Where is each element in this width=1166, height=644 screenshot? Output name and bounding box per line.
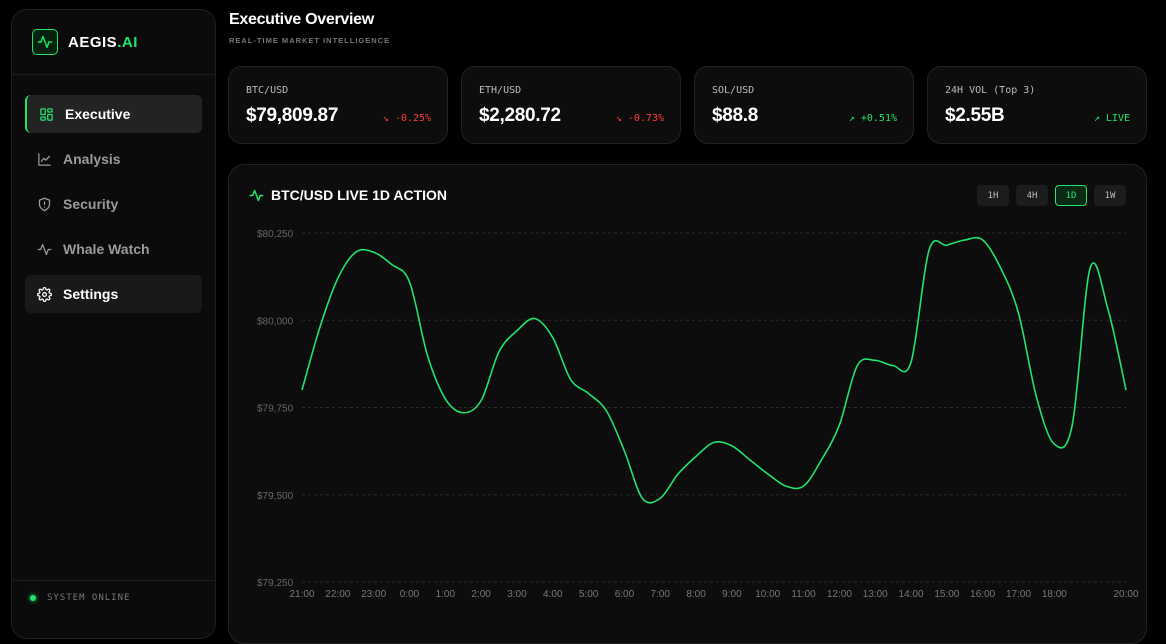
sidebar-item-label: Executive bbox=[65, 106, 131, 122]
chart-panel: $80,250 $80,000 $79,750 $79,500 $79,250 21:00… bbox=[228, 164, 1147, 644]
timeframe-1h-button[interactable]: 1H bbox=[977, 185, 1009, 206]
sidebar-nav: Executive Analysis Security Whale Watch … bbox=[12, 75, 215, 313]
page-subtitle: REAL-TIME MARKET INTELLIGENCE bbox=[229, 36, 391, 45]
brand-name: AEGIS.AI bbox=[68, 34, 138, 51]
y-tick-label: $79,500 bbox=[257, 491, 294, 502]
brand[interactable]: AEGIS.AI bbox=[12, 10, 215, 75]
chart-title-text: BTC/USD LIVE 1D ACTION bbox=[271, 187, 448, 203]
timeframe-1w-button[interactable]: 1W bbox=[1094, 185, 1126, 206]
x-tick-label: 22:00 bbox=[325, 589, 350, 600]
x-tick-label: 6:00 bbox=[615, 589, 635, 600]
system-status-text: SYSTEM ONLINE bbox=[47, 593, 131, 603]
gear-icon bbox=[37, 286, 52, 302]
stat-card-change: ↗ LIVE bbox=[1094, 113, 1130, 124]
sidebar-item-label: Security bbox=[63, 196, 119, 212]
stat-card-change-text: -0.73% bbox=[627, 113, 664, 124]
x-tick-label: 15:00 bbox=[934, 589, 959, 600]
series-line-btc-usd bbox=[301, 236, 1127, 504]
grid-icon bbox=[40, 107, 53, 121]
x-tick-label: 2:00 bbox=[471, 589, 491, 600]
stat-card-value: $2.55B bbox=[945, 105, 1005, 126]
stat-card-volume[interactable]: 24H VOL (Top 3) $2.55B ↗ LIVE bbox=[927, 66, 1147, 144]
stat-card-value: $88.8 bbox=[712, 105, 759, 126]
stat-card-label: ETH/USD bbox=[479, 85, 522, 96]
sidebar: AEGIS.AI Executive Analysis Security Wha… bbox=[11, 9, 216, 639]
brand-suffix: .AI bbox=[117, 33, 138, 51]
stat-card-eth[interactable]: ETH/USD $2,280.72 ↘ -0.73% bbox=[461, 66, 681, 144]
brand-name-text: AEGIS bbox=[68, 33, 118, 51]
x-tick-label: 20:00 bbox=[1113, 589, 1138, 600]
y-tick-label: $79,250 bbox=[257, 578, 294, 589]
stat-card-change: ↗ +0.51% bbox=[849, 113, 897, 124]
x-tick-label: 7:00 bbox=[651, 589, 671, 600]
stat-card-label: BTC/USD bbox=[246, 85, 289, 96]
x-tick-label: 13:00 bbox=[863, 589, 888, 600]
stat-card-btc[interactable]: BTC/USD $79,809.87 ↘ -0.25% bbox=[228, 66, 448, 144]
status-dot-icon bbox=[30, 595, 36, 601]
stat-card-value: $79,809.87 bbox=[246, 105, 339, 126]
timeframe-1d-button[interactable]: 1D bbox=[1055, 185, 1087, 206]
x-tick-label: 14:00 bbox=[899, 589, 924, 600]
x-tick-label: 9:00 bbox=[722, 589, 742, 600]
y-tick-label: $80,250 bbox=[257, 229, 294, 240]
x-tick-label: 4:00 bbox=[543, 589, 563, 600]
arrow-down-right-icon: ↘ bbox=[615, 113, 622, 124]
pulse-icon bbox=[37, 243, 52, 255]
stat-card-sol[interactable]: SOL/USD $88.8 ↗ +0.51% bbox=[694, 66, 914, 144]
chart-line-icon bbox=[38, 152, 51, 166]
stat-card-change-text: -0.25% bbox=[394, 113, 431, 124]
y-tick-label: $80,000 bbox=[257, 316, 294, 327]
x-tick-label: 12:00 bbox=[827, 589, 852, 600]
y-tick-label: $79,750 bbox=[257, 404, 294, 415]
x-tick-label: 1:00 bbox=[436, 589, 456, 600]
sidebar-item-label: Analysis bbox=[63, 151, 121, 167]
x-tick-label: 3:00 bbox=[507, 589, 527, 600]
x-tick-label: 5:00 bbox=[579, 589, 599, 600]
arrow-down-right-icon: ↘ bbox=[382, 113, 389, 124]
stat-card-value: $2,280.72 bbox=[479, 105, 561, 126]
x-tick-label: 18:00 bbox=[1042, 589, 1067, 600]
timeframe-selector: 1H 4H 1D 1W bbox=[970, 185, 1126, 206]
page-title: Executive Overview bbox=[229, 11, 374, 28]
chart-title: BTC/USD LIVE 1D ACTION bbox=[249, 187, 447, 203]
price-chart: $80,250 $80,000 $79,750 $79,500 $79,25021:00… bbox=[257, 229, 1139, 600]
activity-icon bbox=[32, 29, 58, 55]
sidebar-item-settings[interactable]: Settings bbox=[25, 275, 202, 313]
x-tick-label: 0:00 bbox=[400, 589, 420, 600]
system-status: SYSTEM ONLINE bbox=[12, 580, 215, 603]
x-tick-label: 8:00 bbox=[686, 589, 706, 600]
stat-card-change-text: LIVE bbox=[1105, 113, 1130, 124]
sidebar-item-executive[interactable]: Executive bbox=[25, 95, 202, 133]
sidebar-item-security[interactable]: Security bbox=[25, 185, 202, 223]
x-tick-label: 11:00 bbox=[791, 589, 816, 600]
x-tick-label: 16:00 bbox=[970, 589, 995, 600]
stat-card-change-text: +0.51% bbox=[860, 113, 897, 124]
x-tick-label: 23:00 bbox=[361, 589, 386, 600]
arrow-up-right-icon: ↗ bbox=[848, 113, 855, 124]
x-tick-label: 21:00 bbox=[289, 589, 314, 600]
timeframe-4h-button[interactable]: 4H bbox=[1016, 185, 1048, 206]
shield-icon bbox=[38, 197, 51, 211]
sidebar-item-analysis[interactable]: Analysis bbox=[25, 140, 202, 178]
sidebar-item-label: Whale Watch bbox=[63, 241, 150, 257]
stat-card-change: ↘ -0.25% bbox=[383, 113, 431, 124]
stat-card-label: 24H VOL (Top 3) bbox=[945, 85, 1036, 96]
arrow-up-right-icon: ↗ bbox=[1093, 113, 1100, 124]
x-tick-label: 17:00 bbox=[1006, 589, 1031, 600]
pulse-icon bbox=[249, 189, 264, 201]
sidebar-item-label: Settings bbox=[63, 286, 119, 302]
x-tick-label: 10:00 bbox=[755, 589, 780, 600]
stat-card-label: SOL/USD bbox=[712, 85, 755, 96]
sidebar-item-whale-watch[interactable]: Whale Watch bbox=[25, 230, 202, 268]
stat-card-change: ↘ -0.73% bbox=[616, 113, 664, 124]
